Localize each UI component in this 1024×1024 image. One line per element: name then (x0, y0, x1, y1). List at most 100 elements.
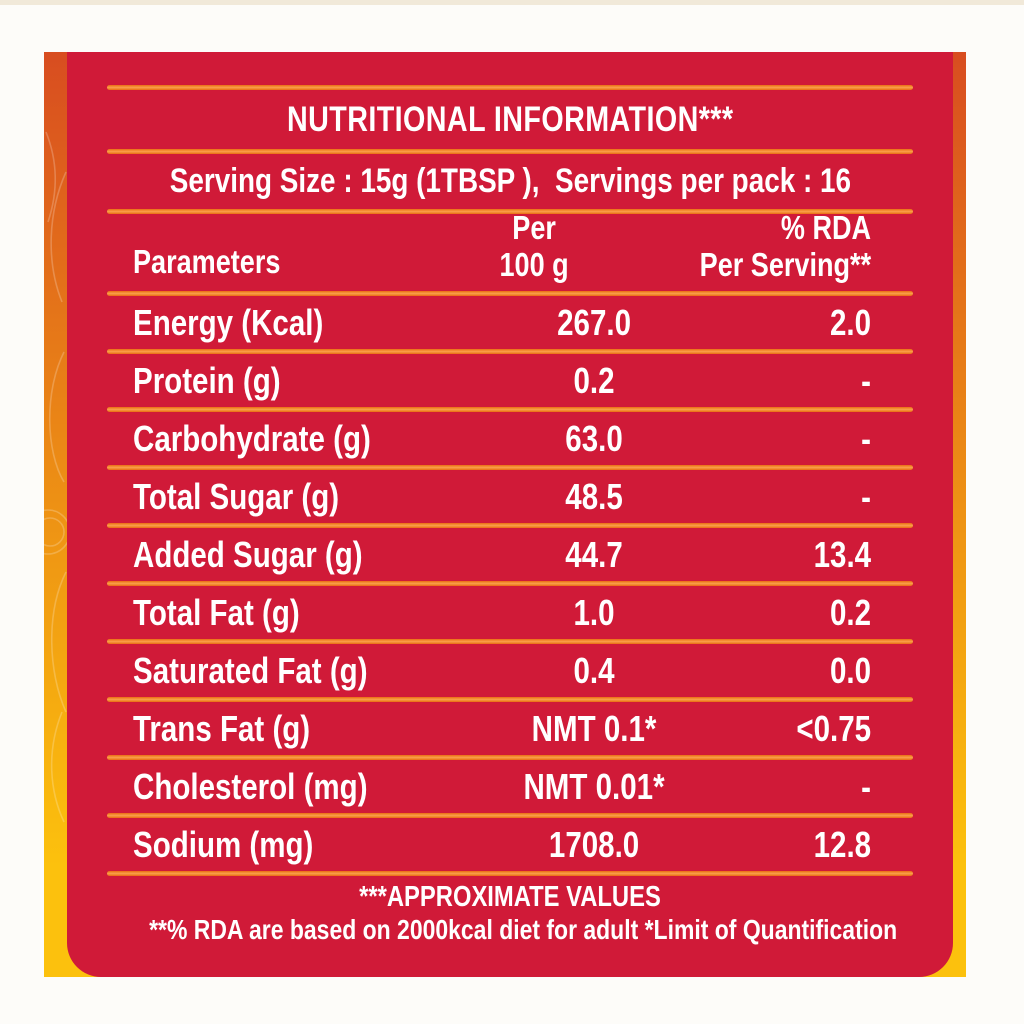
per100g-cell: 48.5 (447, 476, 742, 518)
per100g-value: 0.2 (573, 359, 616, 401)
per100g-cell: 63.0 (447, 418, 742, 460)
divider-line (107, 85, 913, 90)
per100g-cell: 44.7 (447, 534, 742, 576)
rda-value: 12.8 (813, 823, 871, 865)
rda-value: - (861, 765, 871, 807)
header-per100g-cell: Per 100 g (406, 210, 662, 283)
header-parameters-cell: Parameters (107, 243, 406, 283)
parameter-label: Total Sugar (g) (133, 475, 340, 517)
parameter-label: Sodium (mg) (133, 823, 314, 865)
parameter-label: Energy (Kcal) (133, 301, 324, 343)
divider-line (107, 291, 913, 296)
row-energy: Energy (Kcal) 267.0 2.0 (107, 296, 913, 349)
divider-line (107, 697, 913, 702)
rda-value: 0.0 (829, 649, 871, 691)
row-saturated-fat: Saturated Fat (g) 0.4 0.0 (107, 644, 913, 697)
row-trans-fat: Trans Fat (g) NMT 0.1* <0.75 (107, 702, 913, 755)
per100g-value: NMT 0.1* (532, 707, 657, 749)
header-parameters-label: Parameters (133, 243, 281, 280)
rda-value: - (861, 475, 871, 517)
rda-cell: 13.4 (742, 534, 913, 576)
parameter-cell: Energy (Kcal) (107, 302, 447, 344)
per100g-cell: NMT 0.1* (447, 708, 742, 750)
divider-line (107, 407, 913, 412)
per100g-cell: 267.0 (447, 302, 742, 344)
parameter-cell: Total Fat (g) (107, 592, 447, 634)
package-photo: NUTRITIONAL INFORMATION*** Serving Size … (44, 52, 966, 977)
rda-basis-note: **% RDA are based on 2000kcal diet for a… (149, 914, 898, 945)
divider-line (107, 639, 913, 644)
table-header: Parameters Per 100 g % RDA Per Serving** (107, 210, 913, 291)
per100g-value: 1708.0 (549, 823, 640, 865)
rda-cell: - (742, 418, 913, 460)
row-protein: Protein (g) 0.2 - (107, 354, 913, 407)
per100g-value: 48.5 (565, 475, 624, 517)
rda-cell: - (742, 476, 913, 518)
per100g-value: 1.0 (573, 591, 616, 633)
parameter-label: Trans Fat (g) (133, 707, 311, 749)
rda-value: <0.75 (796, 707, 871, 749)
rda-value: - (861, 359, 871, 401)
parameter-cell: Carbohydrate (g) (107, 418, 447, 460)
header-per-serving-label: Per Serving** (699, 245, 871, 283)
serving-info: Serving Size : 15g (1TBSP ), Servings pe… (169, 162, 851, 200)
rda-cell: - (742, 360, 913, 402)
per100g-cell: 0.2 (447, 360, 742, 402)
parameter-cell: Saturated Fat (g) (107, 650, 447, 692)
parameter-cell: Sodium (mg) (107, 824, 447, 866)
divider-line (107, 755, 913, 760)
per100g-cell: 1708.0 (447, 824, 742, 866)
rda-value: 2.0 (829, 301, 871, 343)
serving-info-row: Serving Size : 15g (1TBSP ), Servings pe… (67, 154, 953, 209)
per100g-value: NMT 0.01* (523, 765, 666, 807)
parameter-label: Carbohydrate (g) (133, 417, 371, 459)
parameter-label: Total Fat (g) (133, 591, 300, 633)
header-rda-label: % RDA (780, 209, 871, 247)
divider-line (107, 581, 913, 586)
parameter-label: Saturated Fat (g) (133, 649, 368, 691)
package-left-edge (44, 52, 67, 977)
divider-line (107, 523, 913, 528)
header-per-label: Per (511, 209, 556, 247)
parameter-cell: Cholesterol (mg) (107, 766, 447, 808)
divider-line (107, 209, 913, 214)
approximate-values-row: ***APPROXIMATE VALUES (67, 878, 953, 914)
rda-value: 0.2 (829, 591, 871, 633)
panel-title: NUTRITIONAL INFORMATION*** (286, 100, 734, 139)
swirl-art (44, 131, 67, 823)
rda-basis-row: **% RDA are based on 2000kcal diet for a… (67, 914, 953, 948)
package-right-edge (953, 52, 966, 977)
per100g-value: 267.0 (557, 301, 632, 343)
row-added-sugar: Added Sugar (g) 44.7 13.4 (107, 528, 913, 581)
per100g-cell: NMT 0.01* (447, 766, 742, 808)
rda-cell: 0.0 (742, 650, 913, 692)
parameter-label: Protein (g) (133, 359, 281, 401)
rda-cell: <0.75 (742, 708, 913, 750)
per100g-value: 63.0 (565, 417, 624, 459)
rda-cell: 12.8 (742, 824, 913, 866)
page-top-strip (0, 0, 1024, 5)
parameter-cell: Protein (g) (107, 360, 447, 402)
footnotes: ***APPROXIMATE VALUES **% RDA are based … (67, 878, 953, 948)
nutrition-panel: NUTRITIONAL INFORMATION*** Serving Size … (67, 52, 953, 977)
per100g-value: 0.4 (573, 649, 616, 691)
divider-line (107, 813, 913, 818)
per100g-cell: 1.0 (447, 592, 742, 634)
divider-line (107, 465, 913, 470)
parameter-cell: Total Sugar (g) (107, 476, 447, 518)
row-total-sugar: Total Sugar (g) 48.5 - (107, 470, 913, 523)
header-rda-cell: % RDA Per Serving** (662, 210, 913, 283)
divider-line (107, 349, 913, 354)
divider-line (107, 149, 913, 154)
approximate-values-note: ***APPROXIMATE VALUES (359, 881, 661, 913)
parameter-cell: Trans Fat (g) (107, 708, 447, 750)
parameter-cell: Added Sugar (g) (107, 534, 447, 576)
rda-cell: 2.0 (742, 302, 913, 344)
divider-line (107, 871, 913, 876)
rda-value: 13.4 (813, 533, 871, 575)
row-carbohydrate: Carbohydrate (g) 63.0 - (107, 412, 913, 465)
rda-cell: - (742, 766, 913, 808)
row-sodium: Sodium (mg) 1708.0 12.8 (107, 818, 913, 871)
per100g-cell: 0.4 (447, 650, 742, 692)
